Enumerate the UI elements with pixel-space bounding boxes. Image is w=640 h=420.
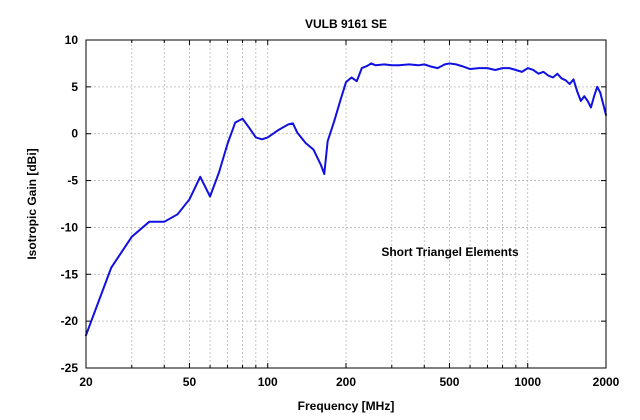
y-tick-label: -20	[61, 314, 79, 328]
x-tick-label: 200	[336, 375, 356, 389]
x-axis-title: Frequency [MHz]	[298, 399, 395, 413]
plot-frame	[85, 39, 607, 369]
y-tick-label: -5	[67, 174, 78, 188]
chart-title: VULB 9161 SE	[305, 17, 387, 31]
series-layer	[85, 62, 607, 337]
y-tick-label: 0	[71, 127, 78, 141]
x-tick-label: 100	[258, 375, 278, 389]
x-tick-label: 20	[79, 375, 93, 389]
x-tick-label: 1000	[514, 375, 541, 389]
y-tick-label: -25	[61, 361, 79, 375]
y-tick-label: -15	[61, 267, 79, 281]
y-tick-label: -10	[61, 220, 79, 234]
x-tick-label: 50	[183, 375, 197, 389]
series-line-gain	[85, 62, 607, 337]
y-tick-label: 10	[65, 33, 79, 47]
annotation-short-triangel-elements: Short Triangel Elements	[381, 245, 519, 259]
y-axis-title: Isotropic Gain [dBi]	[25, 148, 39, 259]
y-tick-label: 5	[71, 80, 78, 94]
tick-layer: 20 50 100 200 500 1000 2000 -25 -20 -15 -10 -5 0 5 10	[61, 33, 620, 389]
grid-layer	[86, 40, 606, 368]
x-tick-label: 2000	[593, 375, 620, 389]
x-tick-label: 500	[439, 375, 459, 389]
